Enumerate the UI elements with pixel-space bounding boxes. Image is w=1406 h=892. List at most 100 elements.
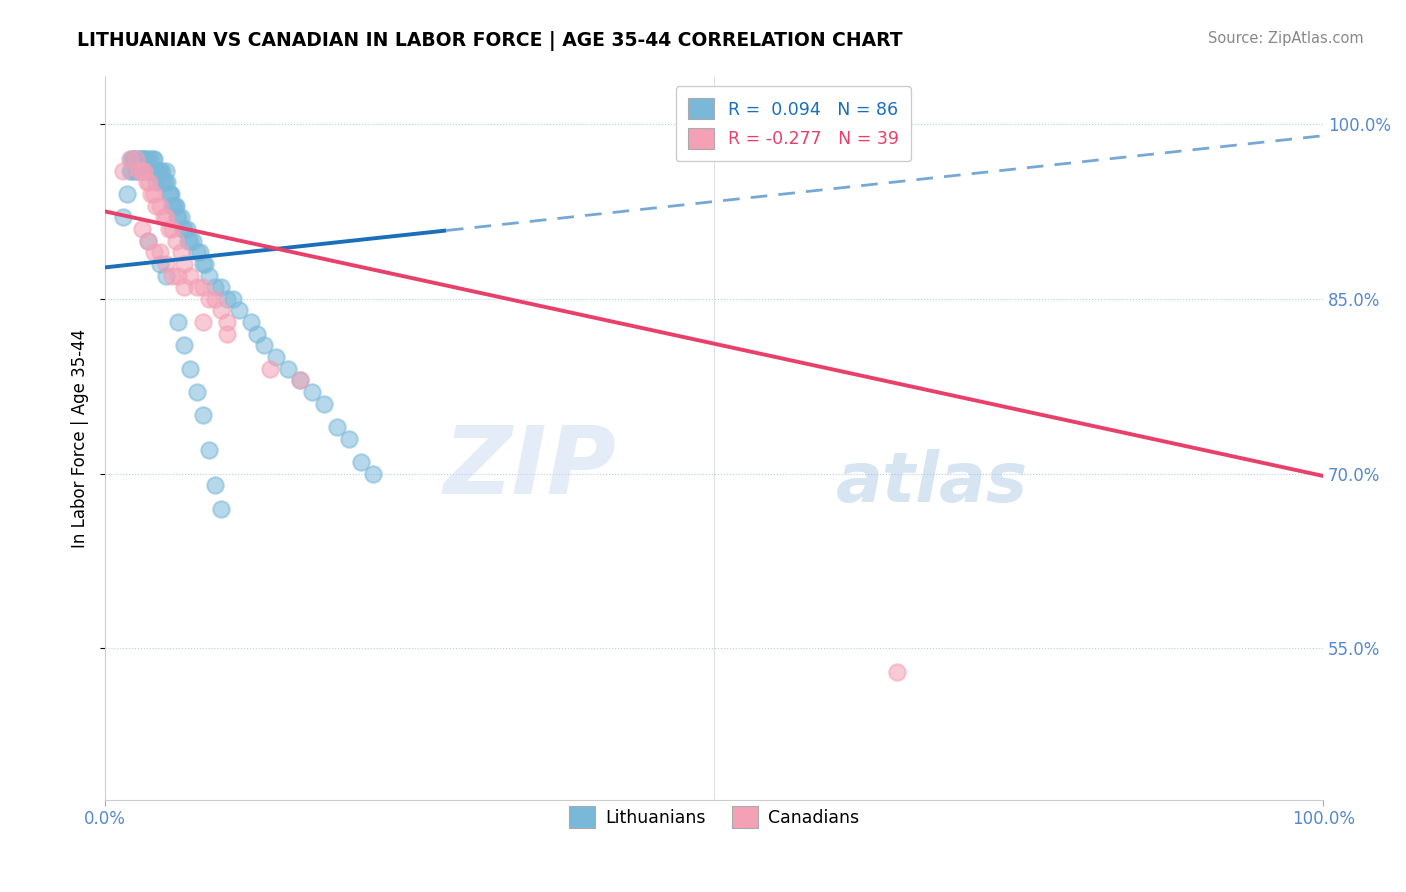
Point	[136, 234, 159, 248]
Point	[159, 186, 181, 201]
Point	[157, 222, 180, 236]
Point	[188, 245, 211, 260]
Point	[122, 152, 145, 166]
Point	[142, 245, 165, 260]
Point	[179, 361, 201, 376]
Point	[288, 373, 311, 387]
Text: LITHUANIAN VS CANADIAN IN LABOR FORCE | AGE 35-44 CORRELATION CHART: LITHUANIAN VS CANADIAN IN LABOR FORCE | …	[77, 31, 903, 51]
Point	[128, 163, 150, 178]
Point	[160, 186, 183, 201]
Point	[170, 245, 193, 260]
Point	[170, 211, 193, 225]
Point	[173, 338, 195, 352]
Point	[157, 186, 180, 201]
Text: Source: ZipAtlas.com: Source: ZipAtlas.com	[1208, 31, 1364, 46]
Point	[141, 163, 163, 178]
Point	[277, 361, 299, 376]
Point	[149, 163, 172, 178]
Point	[121, 163, 143, 178]
Point	[125, 163, 148, 178]
Point	[204, 280, 226, 294]
Point	[132, 152, 155, 166]
Point	[350, 455, 373, 469]
Point	[145, 175, 167, 189]
Point	[167, 315, 190, 329]
Point	[177, 234, 200, 248]
Point	[128, 152, 150, 166]
Point	[138, 163, 160, 178]
Y-axis label: In Labor Force | Age 35-44: In Labor Force | Age 35-44	[72, 329, 89, 549]
Point	[209, 501, 232, 516]
Point	[134, 152, 156, 166]
Point	[124, 152, 146, 166]
Point	[148, 163, 170, 178]
Point	[131, 152, 153, 166]
Point	[165, 234, 187, 248]
Point	[136, 234, 159, 248]
Point	[264, 350, 287, 364]
Point	[252, 338, 274, 352]
Point	[228, 303, 250, 318]
Point	[141, 186, 163, 201]
Point	[191, 280, 214, 294]
Point	[186, 280, 208, 294]
Point	[152, 163, 174, 178]
Point	[197, 292, 219, 306]
Point	[135, 175, 157, 189]
Point	[160, 268, 183, 283]
Point	[209, 303, 232, 318]
Point	[179, 268, 201, 283]
Point	[240, 315, 263, 329]
Point	[191, 409, 214, 423]
Point	[134, 163, 156, 178]
Point	[131, 222, 153, 236]
Point	[156, 175, 179, 189]
Point	[142, 152, 165, 166]
Point	[166, 211, 188, 225]
Point	[160, 222, 183, 236]
Point	[155, 257, 177, 271]
Point	[886, 665, 908, 679]
Point	[120, 152, 142, 166]
Point	[139, 152, 162, 166]
Point	[135, 152, 157, 166]
Point	[124, 163, 146, 178]
Point	[127, 152, 149, 166]
Point	[112, 211, 135, 225]
Point	[149, 245, 172, 260]
Point	[191, 257, 214, 271]
Point	[173, 257, 195, 271]
Point	[173, 222, 195, 236]
Point	[222, 292, 245, 306]
Point	[115, 186, 138, 201]
Point	[215, 315, 238, 329]
Point	[197, 443, 219, 458]
Point	[143, 163, 166, 178]
Point	[197, 268, 219, 283]
Point	[209, 280, 232, 294]
Point	[181, 234, 204, 248]
Text: atlas: atlas	[837, 449, 1028, 516]
Point	[155, 268, 177, 283]
Point	[131, 163, 153, 178]
Point	[246, 326, 269, 341]
Point	[162, 199, 184, 213]
Point	[152, 175, 174, 189]
Point	[142, 186, 165, 201]
Point	[118, 152, 141, 166]
Point	[167, 268, 190, 283]
Point	[134, 163, 156, 178]
Point	[112, 163, 135, 178]
Point	[191, 315, 214, 329]
Legend: Lithuanians, Canadians: Lithuanians, Canadians	[562, 799, 866, 835]
Point	[163, 199, 186, 213]
Point	[136, 163, 159, 178]
Point	[118, 163, 141, 178]
Point	[204, 292, 226, 306]
Point	[153, 175, 176, 189]
Point	[165, 199, 187, 213]
Point	[179, 234, 201, 248]
Point	[167, 211, 190, 225]
Point	[361, 467, 384, 481]
Point	[155, 211, 177, 225]
